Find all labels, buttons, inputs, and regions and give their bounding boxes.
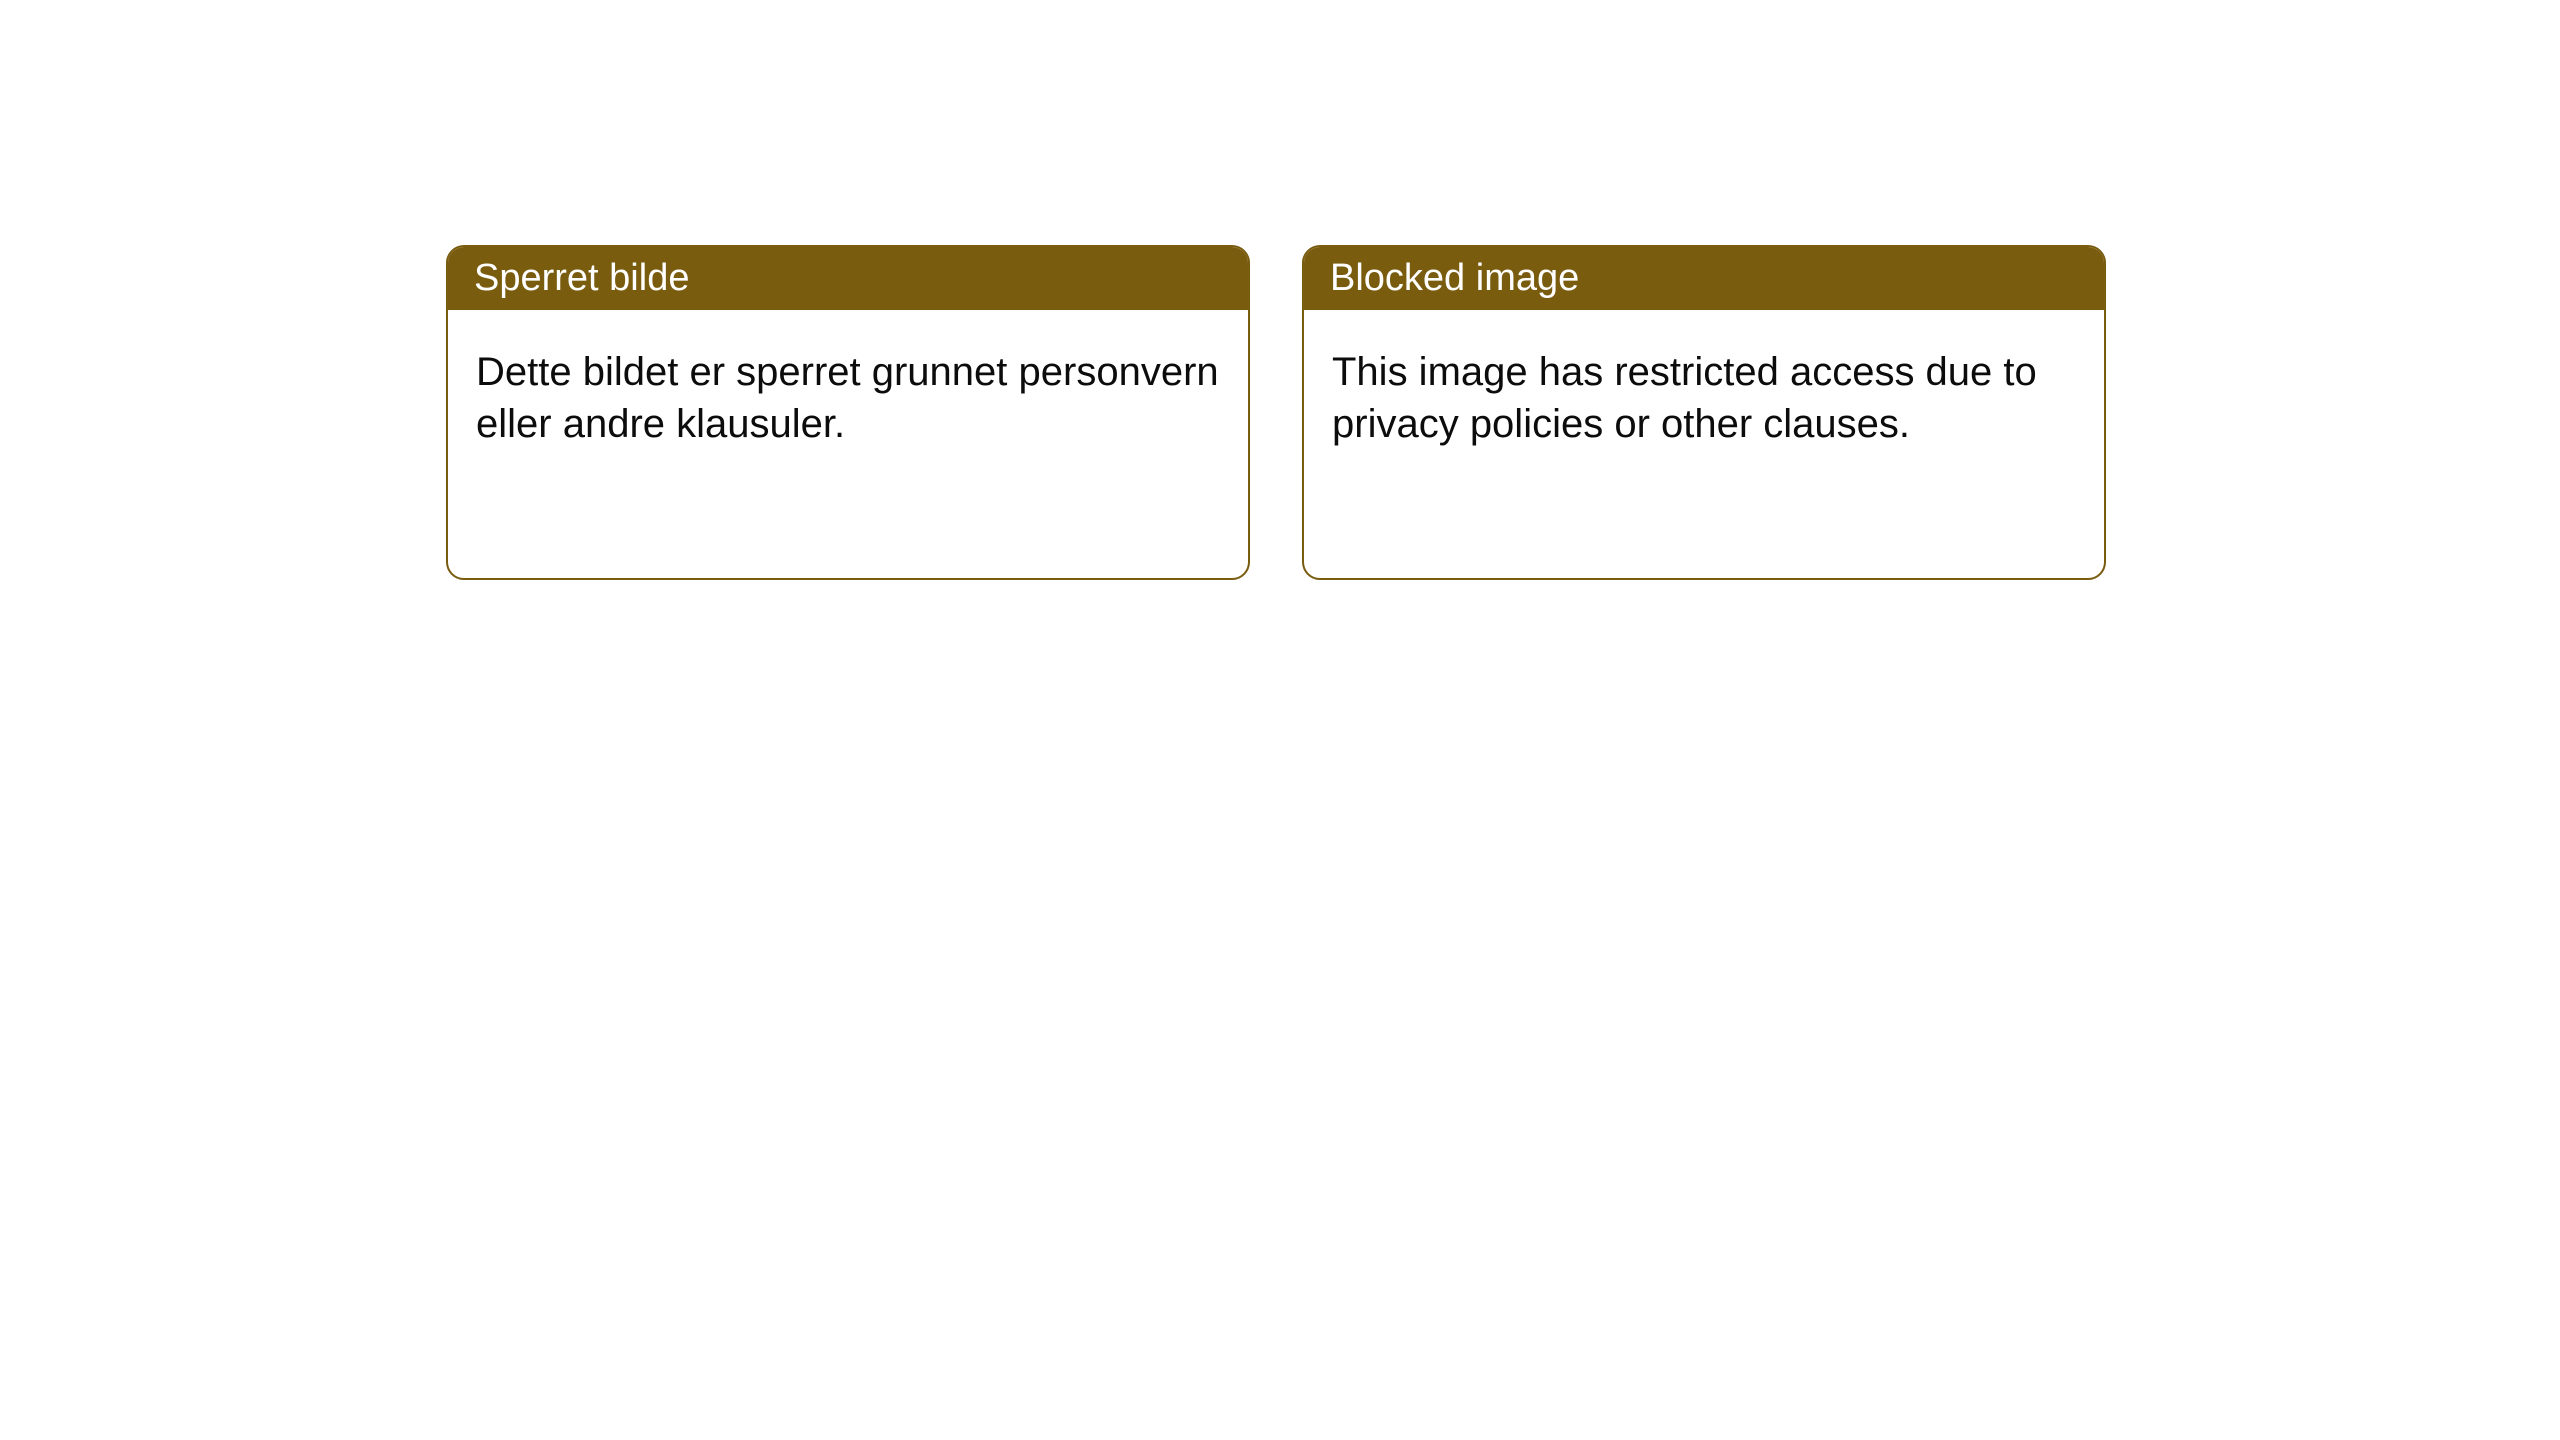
- notice-container: Sperret bilde Dette bildet er sperret gr…: [0, 0, 2560, 580]
- notice-header: Blocked image: [1304, 247, 2104, 310]
- notice-body: This image has restricted access due to …: [1304, 310, 2104, 486]
- notice-card-english: Blocked image This image has restricted …: [1302, 245, 2106, 580]
- notice-body: Dette bildet er sperret grunnet personve…: [448, 310, 1248, 486]
- notice-card-norwegian: Sperret bilde Dette bildet er sperret gr…: [446, 245, 1250, 580]
- notice-header: Sperret bilde: [448, 247, 1248, 310]
